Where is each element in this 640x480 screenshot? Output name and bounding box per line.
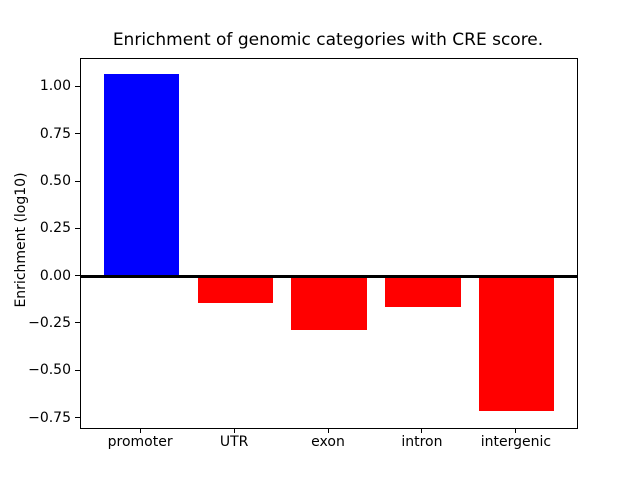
y-tick-mark [75, 322, 80, 324]
x-tick-label-promoter: promoter [107, 434, 173, 450]
y-tick-label: 0.25 [39, 220, 71, 237]
y-tick-mark [75, 417, 80, 418]
y-tick-label: 0.00 [39, 267, 71, 284]
chart-title: Enrichment of genomic categories with CR… [112, 30, 544, 50]
bar-exon [291, 276, 367, 330]
y-tick-mark [75, 133, 80, 135]
bar-intron [385, 276, 461, 307]
x-tick-label-exon: exon [311, 434, 345, 450]
x-tick-label-intron: intron [401, 434, 443, 450]
y-tick-mark [75, 275, 80, 277]
bar-UTR [197, 276, 273, 304]
x-tick-mark [327, 428, 329, 433]
y-tick-mark [75, 227, 80, 229]
y-tick-label: 0.50 [39, 173, 71, 189]
x-tick-mark [421, 428, 423, 433]
zero-line [81, 275, 577, 279]
bar-intergenic [479, 276, 555, 411]
x-tick-label-intergenic: intergenic [480, 434, 552, 450]
x-tick-mark [139, 428, 141, 433]
plot-area [80, 58, 578, 429]
bar-promoter [103, 74, 179, 277]
y-tick-mark [75, 180, 80, 182]
y-tick-label: −0.50 [28, 362, 71, 379]
y-tick-label: −0.75 [28, 409, 71, 426]
y-tick-label: −0.25 [28, 314, 71, 331]
x-tick-label-UTR: UTR [219, 434, 249, 450]
y-axis-label: Enrichment (log10) [13, 172, 29, 308]
y-tick-label: 1.00 [39, 78, 71, 95]
y-tick-mark [75, 85, 80, 87]
x-tick-mark [515, 428, 517, 433]
y-tick-mark [75, 369, 80, 371]
y-tick-label: 0.75 [39, 125, 71, 142]
x-tick-mark [233, 428, 235, 433]
